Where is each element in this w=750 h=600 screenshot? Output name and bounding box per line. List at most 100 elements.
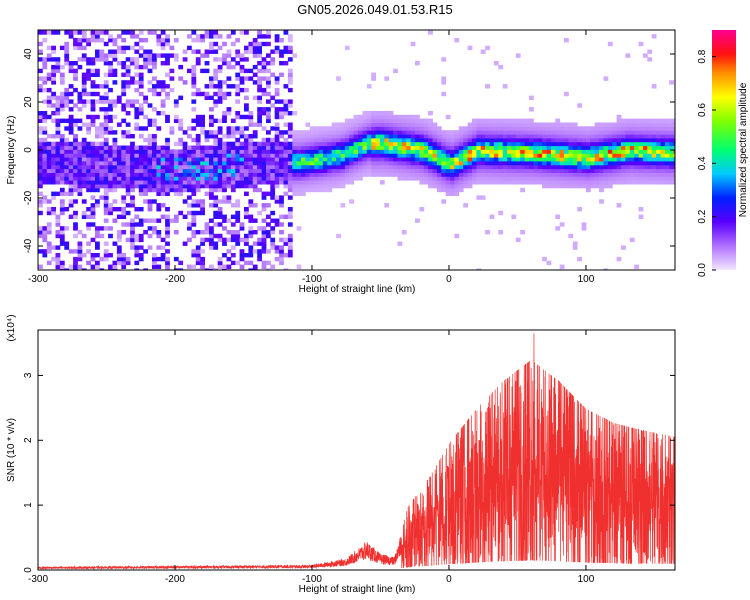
spectrogram-cell bbox=[213, 130, 219, 135]
spectrogram-cell bbox=[86, 76, 91, 81]
spectrogram-cell bbox=[226, 76, 232, 81]
spectrogram-cell bbox=[90, 172, 96, 177]
spectrogram-cell bbox=[112, 130, 118, 135]
spectrogram-cell bbox=[371, 168, 376, 173]
spectrogram-cell bbox=[64, 49, 70, 54]
spectrogram-cell bbox=[542, 256, 547, 262]
spectrogram-cell bbox=[415, 164, 420, 170]
spectrogram-cell bbox=[261, 176, 267, 181]
spectrogram-cell bbox=[195, 210, 201, 216]
spectrogram-cell bbox=[550, 141, 556, 147]
spectrogram-cell bbox=[625, 134, 631, 139]
spectrogram-cell bbox=[235, 176, 241, 181]
spectrogram-cell bbox=[152, 256, 157, 262]
spectrogram-cell bbox=[546, 176, 552, 181]
spectrogram-cell bbox=[436, 149, 442, 154]
spectrogram-cell bbox=[537, 168, 543, 173]
spectrogram-cell bbox=[607, 176, 613, 181]
spectrogram-cell bbox=[73, 45, 78, 51]
spectrogram-cell bbox=[638, 122, 644, 127]
spectrogram-cell bbox=[537, 149, 543, 154]
spectrogram-cell bbox=[489, 157, 495, 162]
spectrogram-cell bbox=[647, 160, 653, 166]
spectrogram-cell bbox=[195, 245, 201, 250]
spectrogram-cell bbox=[379, 180, 385, 185]
spectrogram-cell bbox=[612, 122, 618, 127]
spectrogram-cell bbox=[103, 41, 109, 47]
spectrogram-cell bbox=[195, 260, 201, 266]
spectrogram-cell bbox=[173, 99, 179, 104]
spectrogram-cell bbox=[568, 157, 574, 162]
spectrogram-cell bbox=[248, 41, 254, 47]
spectrogram-cell bbox=[252, 149, 258, 154]
spectrogram-cell bbox=[252, 172, 258, 177]
spectrogram-cell bbox=[349, 122, 354, 127]
spectrogram-cell bbox=[353, 134, 359, 139]
spectrogram-cell bbox=[322, 168, 328, 173]
spectrogram-cell bbox=[669, 141, 674, 147]
spectrogram-cell bbox=[568, 134, 574, 139]
spectrogram-cell bbox=[68, 126, 74, 131]
spectrogram-cell bbox=[147, 245, 153, 250]
spectrogram-cell bbox=[51, 176, 56, 181]
spectrogram-cell bbox=[279, 107, 284, 112]
spectrogram-cell bbox=[46, 95, 52, 100]
spectrogram-cell bbox=[64, 87, 70, 93]
spectrogram-cell bbox=[660, 176, 666, 181]
spectrogram-cell bbox=[660, 157, 666, 162]
spectrogram-cell bbox=[244, 168, 249, 173]
spectrogram-cell bbox=[581, 126, 587, 131]
spectrogram-cell bbox=[537, 145, 543, 150]
spectrogram-cell bbox=[138, 134, 144, 139]
spectrogram-cell bbox=[261, 153, 267, 158]
spectrogram-cell bbox=[121, 87, 127, 93]
spectrogram-cell bbox=[108, 160, 113, 166]
spectrogram-cell bbox=[270, 164, 276, 170]
spectrogram-cell bbox=[38, 191, 43, 196]
spectrogram-cell bbox=[292, 153, 298, 158]
spectrogram-cell bbox=[660, 172, 666, 177]
spectrogram-cell bbox=[283, 145, 289, 150]
spectrogram-cell bbox=[423, 126, 429, 131]
spectrogram-cell bbox=[248, 145, 254, 150]
spectrogram-cell bbox=[134, 260, 140, 266]
spectrogram-cell bbox=[660, 164, 666, 170]
spectrogram-cell bbox=[463, 149, 468, 154]
spectrogram-cell bbox=[147, 145, 153, 150]
spectrogram-cell bbox=[90, 164, 96, 170]
spectrogram-cell bbox=[349, 172, 354, 177]
spectrogram-cell bbox=[134, 34, 140, 39]
spectrogram-cell bbox=[436, 126, 442, 131]
spectrogram-cell bbox=[384, 126, 390, 131]
spectrogram-cell bbox=[533, 180, 539, 185]
spectrogram-cell bbox=[384, 160, 390, 166]
spectrogram-cell bbox=[287, 134, 293, 139]
x-tick-label: 0 bbox=[446, 574, 452, 585]
spectrogram-cell bbox=[147, 68, 153, 74]
spectrogram-cell bbox=[103, 61, 109, 66]
spectrogram-cell bbox=[625, 137, 631, 143]
spectrogram-cell bbox=[371, 76, 376, 81]
spectrogram-cell bbox=[647, 130, 653, 135]
spectrogram-cell bbox=[441, 57, 447, 62]
spectrogram-cell bbox=[204, 160, 210, 166]
spectrogram-cell bbox=[590, 157, 596, 162]
spectrogram-cell bbox=[38, 30, 43, 35]
spectrogram-cell bbox=[511, 168, 517, 173]
spectrogram-cell bbox=[116, 183, 122, 189]
spectrogram-cell bbox=[90, 183, 96, 189]
spectrogram-cell bbox=[130, 57, 135, 62]
spectrogram-cell bbox=[156, 183, 162, 189]
spectrogram-cell bbox=[55, 64, 61, 70]
spectrogram-cell bbox=[270, 57, 276, 62]
spectrogram-cell bbox=[134, 99, 140, 104]
spectrogram-cell bbox=[401, 141, 407, 147]
spectrogram-cell bbox=[68, 214, 74, 219]
spectrogram-cell bbox=[279, 53, 284, 58]
spectrogram-cell bbox=[621, 164, 626, 170]
spectrogram-cell bbox=[279, 72, 284, 77]
spectrogram-cell bbox=[590, 180, 596, 185]
spectrogram-cell bbox=[51, 245, 56, 250]
spectrogram-cell bbox=[239, 256, 245, 262]
spectrogram-cell bbox=[239, 222, 245, 227]
